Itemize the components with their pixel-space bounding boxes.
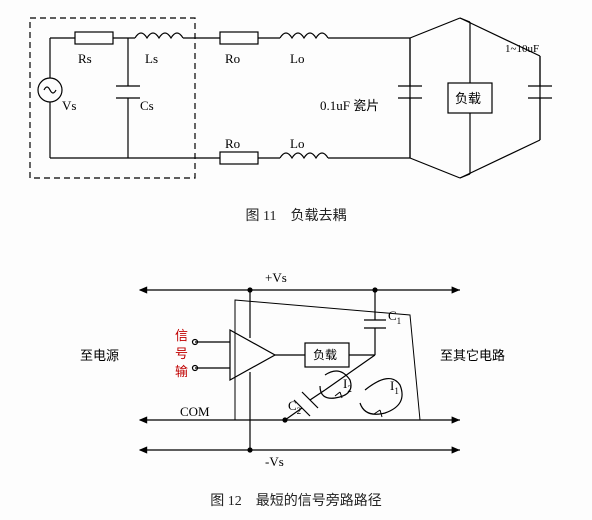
- label-c1: C1: [388, 308, 401, 326]
- label-load-fig11: 负载: [455, 91, 481, 106]
- loop-i1: [360, 379, 402, 415]
- label-com: COM: [180, 404, 210, 419]
- fig12-caption-title: 最短的信号旁路路径: [256, 494, 382, 509]
- label-load-fig12: 负载: [313, 348, 337, 362]
- label-ls: Ls: [145, 51, 158, 66]
- label-i2: I2: [343, 376, 352, 394]
- figure-12: +Vs COM -Vs 至电源 至其它电路 负载 C1 C2 I1 I2 信 号…: [60, 260, 532, 485]
- figure-12-caption: 图 12 最短的信号旁路路径: [0, 490, 592, 510]
- label-lo-bot: Lo: [290, 136, 304, 151]
- label-cs: Cs: [140, 98, 154, 113]
- svg-text:信: 信: [175, 328, 188, 343]
- label-ro-bot: Ro: [225, 136, 240, 151]
- label-lo-top: Lo: [290, 51, 304, 66]
- label-signal-in: 信 号 输: [175, 328, 188, 379]
- opamp-triangle: [230, 330, 275, 380]
- svg-text:号: 号: [175, 346, 188, 361]
- label-pos-vs: +Vs: [265, 270, 287, 285]
- label-ro-top: Ro: [225, 51, 240, 66]
- label-c-big: 1~10uF: [505, 43, 539, 55]
- label-vs: Vs: [62, 98, 76, 113]
- label-to-other: 至其它电路: [440, 348, 505, 363]
- inductor-lo-bot: [280, 153, 328, 158]
- fig11-caption-prefix: 图 11: [246, 209, 277, 224]
- label-to-psu: 至电源: [80, 348, 119, 363]
- svg-text:输: 输: [175, 364, 188, 379]
- figure-12-svg: +Vs COM -Vs 至电源 至其它电路 负载 C1 C2 I1 I2 信 号…: [60, 260, 532, 480]
- resistor-ro-bot: [220, 152, 258, 164]
- label-rs: Rs: [78, 51, 92, 66]
- label-i1: I1: [390, 378, 399, 396]
- figure-11: Rs Ls Vs Cs Ro Lo Ro Lo 0.1uF 瓷片 1~10uF …: [20, 8, 572, 203]
- resistor-rs: [75, 32, 113, 44]
- fig12-caption-prefix: 图 12: [210, 494, 242, 509]
- figure-11-svg: Rs Ls Vs Cs Ro Lo Ro Lo 0.1uF 瓷片 1~10uF …: [20, 8, 572, 198]
- inductor-lo-top: [280, 33, 328, 38]
- fig11-labels: Rs Ls Vs Cs Ro Lo Ro Lo 0.1uF 瓷片 1~10uF …: [62, 43, 539, 151]
- figure-11-caption: 图 11 负载去耦: [0, 205, 592, 225]
- label-neg-vs: -Vs: [265, 454, 284, 469]
- resistor-ro-top: [220, 32, 258, 44]
- inductor-ls: [135, 33, 183, 38]
- fig11-caption-title: 负载去耦: [290, 209, 346, 224]
- label-c-small: 0.1uF 瓷片: [320, 98, 379, 113]
